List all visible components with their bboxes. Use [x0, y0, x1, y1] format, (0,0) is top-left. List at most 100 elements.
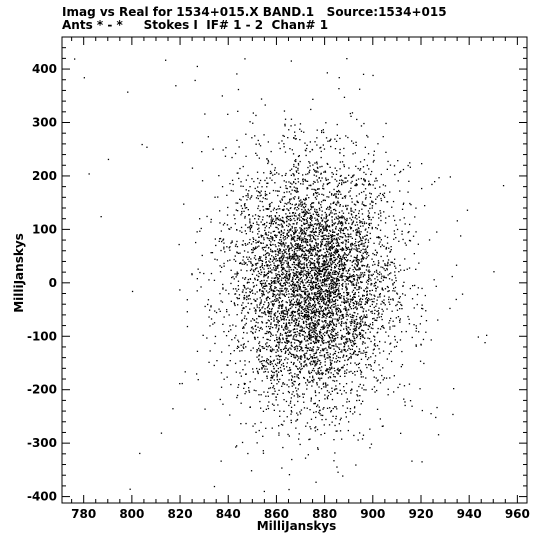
- data-point: [308, 312, 310, 314]
- data-point: [252, 269, 255, 271]
- data-point: [383, 268, 385, 270]
- data-point: [383, 211, 385, 213]
- data-point: [363, 223, 366, 225]
- data-point: [278, 245, 280, 247]
- data-point: [328, 345, 330, 347]
- data-point: [316, 223, 319, 225]
- data-point: [369, 192, 371, 194]
- data-point: [204, 408, 206, 410]
- data-point: [279, 261, 281, 263]
- data-point: [315, 223, 317, 225]
- data-point: [352, 335, 354, 337]
- data-point: [384, 304, 386, 306]
- data-point: [382, 184, 384, 186]
- data-point: [255, 312, 257, 314]
- data-point: [294, 230, 296, 232]
- data-point: [302, 215, 305, 217]
- data-point: [363, 184, 365, 186]
- data-point: [303, 327, 305, 329]
- data-point: [349, 280, 351, 282]
- data-point: [396, 228, 399, 231]
- data-point: [283, 110, 286, 112]
- data-point: [317, 250, 319, 253]
- data-point: [361, 298, 364, 300]
- data-point: [349, 340, 351, 342]
- data-point: [380, 212, 382, 214]
- data-point: [289, 369, 292, 371]
- data-point: [380, 197, 382, 200]
- data-point: [311, 231, 313, 233]
- data-point: [306, 259, 308, 261]
- data-point: [313, 361, 315, 363]
- data-point: [309, 335, 311, 337]
- data-point: [344, 372, 346, 374]
- data-point: [315, 351, 318, 353]
- data-point: [363, 221, 366, 223]
- data-point: [305, 238, 307, 241]
- data-point: [291, 189, 293, 191]
- data-point: [338, 316, 341, 319]
- data-point: [353, 319, 355, 321]
- data-point: [300, 224, 303, 227]
- data-point: [245, 195, 247, 197]
- data-point: [335, 296, 337, 298]
- data-point: [303, 317, 306, 319]
- data-point: [364, 351, 366, 354]
- data-point: [318, 320, 320, 322]
- data-point: [345, 249, 347, 251]
- data-point: [376, 228, 378, 230]
- data-point: [295, 231, 297, 233]
- data-point: [352, 216, 354, 218]
- data-point: [255, 264, 257, 266]
- data-point: [297, 244, 299, 246]
- data-point: [351, 298, 353, 300]
- data-point: [356, 326, 358, 328]
- data-point: [323, 424, 325, 426]
- data-point: [296, 366, 298, 368]
- data-point: [315, 315, 317, 317]
- data-point: [282, 217, 284, 219]
- data-point: [273, 289, 275, 292]
- data-point: [298, 314, 300, 316]
- data-point: [345, 321, 347, 323]
- data-point: [282, 219, 284, 222]
- data-point: [318, 257, 321, 260]
- data-point: [325, 247, 327, 249]
- data-point: [314, 337, 316, 339]
- data-point: [337, 193, 340, 195]
- data-point: [362, 294, 364, 296]
- data-point: [267, 296, 269, 298]
- data-point: [210, 221, 212, 223]
- data-point: [409, 202, 411, 205]
- data-point: [322, 383, 324, 385]
- data-point: [243, 298, 245, 300]
- data-point: [343, 299, 345, 301]
- data-point: [223, 378, 225, 380]
- data-point: [199, 230, 201, 232]
- data-point: [262, 452, 265, 454]
- data-point: [309, 267, 311, 269]
- data-point: [300, 270, 302, 272]
- data-point: [326, 313, 328, 316]
- data-point: [316, 299, 319, 301]
- data-point: [311, 230, 314, 232]
- data-point: [277, 299, 279, 301]
- data-point: [334, 251, 336, 253]
- data-point: [292, 238, 295, 240]
- data-point: [304, 302, 306, 304]
- data-point: [197, 379, 199, 381]
- data-point: [275, 260, 277, 262]
- data-point: [301, 279, 303, 281]
- data-point: [290, 207, 292, 209]
- data-point: [347, 136, 349, 139]
- data-point: [297, 396, 299, 398]
- data-point: [326, 296, 328, 298]
- data-point: [337, 307, 339, 309]
- data-point: [293, 338, 295, 340]
- data-point: [298, 377, 300, 380]
- data-point: [266, 297, 268, 299]
- data-point: [243, 382, 245, 385]
- data-point: [408, 318, 410, 320]
- data-point: [291, 263, 293, 266]
- data-point: [275, 287, 277, 289]
